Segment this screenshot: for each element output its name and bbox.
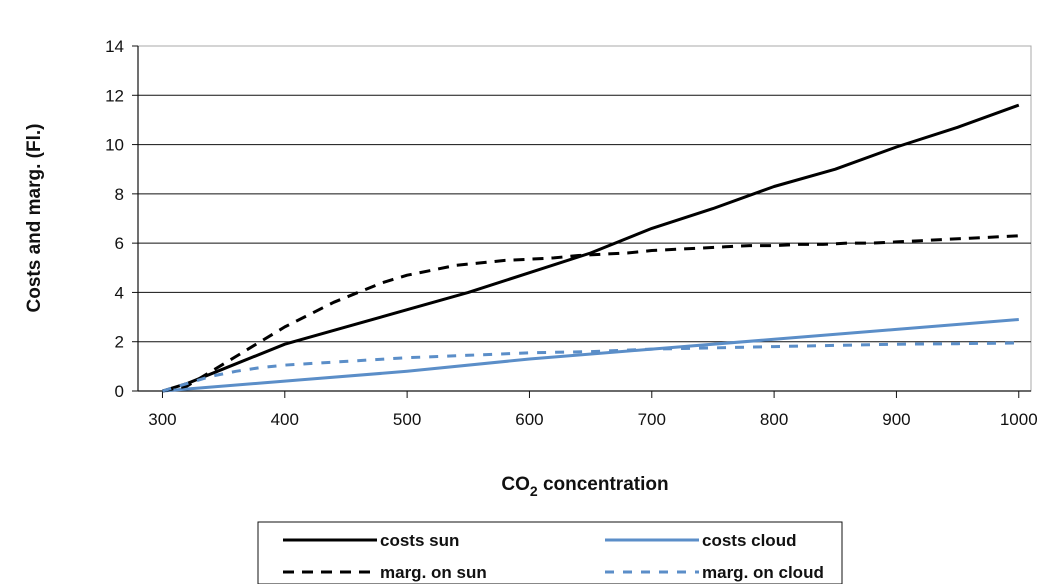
x-tick-label: 900: [882, 410, 910, 429]
x-tick-label: 1000: [1000, 410, 1037, 429]
series-layer: [162, 103, 1020, 393]
legend-label-marg-on-sun: marg. on sun: [380, 563, 487, 582]
legend-items: costs sun costs cloud marg. on sun marg. on…: [283, 531, 824, 582]
legend-label-marg-on-cloud: marg. on cloud: [702, 563, 824, 582]
x-tick-label: 800: [760, 410, 788, 429]
x-axis-title: CO2 concentration: [501, 474, 668, 499]
legend-box: [257, 521, 843, 584]
y-tick-label: 4: [115, 283, 124, 302]
series-marg-on-sun: [162, 234, 1019, 393]
x-tick-label: 700: [638, 410, 666, 429]
y-tick-label: 12: [105, 86, 124, 105]
x-tick-label: 600: [515, 410, 543, 429]
legend: costs sun costs cloud marg. on sun marg. on…: [257, 521, 843, 584]
y-axis-title: Costs and marg. (Fl.): [24, 124, 45, 313]
x-axis: 300 400 500 600 700 800 900 1000: [138, 390, 1037, 429]
y-tick-label: 14: [105, 37, 124, 56]
x-axis-title-subscript: 2: [530, 483, 538, 499]
y-tick-label: 0: [115, 382, 124, 401]
x-tick-label: 400: [271, 410, 299, 429]
y-tick-label: 8: [115, 185, 124, 204]
horizontal-gridlines: [138, 94, 1031, 343]
plot-area: [137, 45, 1032, 392]
x-axis-title-main: CO: [501, 474, 530, 495]
y-axis: 0 2 4 6 8 10 12 14: [105, 37, 139, 401]
x-tick-label: 500: [393, 410, 421, 429]
y-tick-label: 2: [115, 333, 124, 352]
y-tick-label: 6: [115, 234, 124, 253]
series-marg-on-cloud: [162, 341, 1019, 393]
x-axis-title-rest: concentration: [538, 474, 669, 495]
x-tick-label: 300: [148, 410, 176, 429]
series-costs-sun: [162, 103, 1020, 393]
y-tick-label: 10: [105, 136, 124, 155]
legend-label-costs-cloud: costs cloud: [702, 531, 796, 550]
series-costs-cloud: [162, 318, 1019, 393]
legend-label-costs-sun: costs sun: [380, 531, 459, 550]
